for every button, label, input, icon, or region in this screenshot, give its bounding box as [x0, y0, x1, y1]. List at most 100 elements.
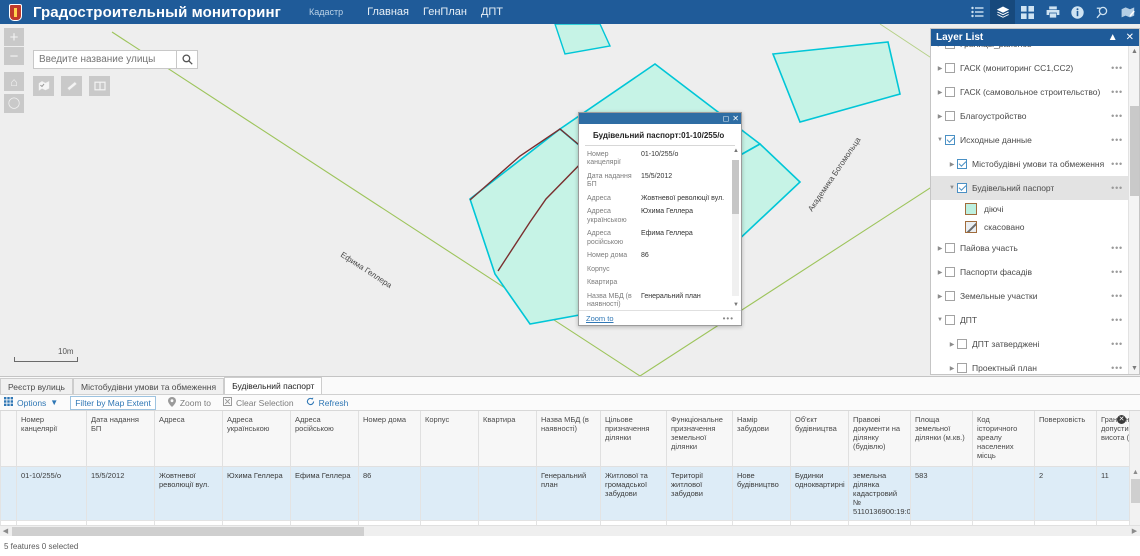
layer-menu-icon[interactable]: ••• — [1111, 183, 1123, 193]
layer-checkbox[interactable] — [945, 291, 955, 301]
chevron-right-icon[interactable]: ▶ — [937, 65, 943, 72]
col-header[interactable]: Намір забудови — [732, 411, 791, 467]
search-input[interactable] — [33, 50, 176, 69]
layer-checkbox[interactable] — [945, 267, 955, 277]
layer-checkbox[interactable] — [945, 135, 955, 145]
close-icon[interactable]: ✕ — [1125, 32, 1134, 43]
close-table-icon[interactable]: ✕ — [1117, 415, 1126, 424]
layer-list-icon[interactable] — [990, 0, 1015, 24]
table-row[interactable]: 01-10/255/о 15/5/2012 Жовтневої революці… — [0, 465, 1140, 521]
chevron-down-icon[interactable]: ▼ — [937, 137, 943, 143]
basemap-gallery-icon[interactable] — [1015, 0, 1040, 24]
layer-menu-icon[interactable]: ••• — [1111, 315, 1123, 325]
popup-scroll-down-icon[interactable]: ▼ — [733, 302, 739, 308]
nav-item-kadastr[interactable]: Кадастр — [309, 7, 344, 17]
layer-row-mistobudivni-umovy[interactable]: ▶ Містобудівні умови та обмеження ••• — [931, 152, 1128, 176]
scroll-down-icon[interactable]: ▼ — [1131, 365, 1138, 372]
attribute-table-icon[interactable] — [965, 0, 990, 24]
cell[interactable]: 01-10/255/о — [16, 465, 87, 521]
cell[interactable]: Житлової та громадської забудови — [600, 465, 667, 521]
cell[interactable]: 583 — [910, 465, 973, 521]
layer-checkbox[interactable] — [957, 363, 967, 373]
search-icon[interactable] — [176, 50, 198, 69]
layer-menu-icon[interactable]: ••• — [1111, 267, 1123, 277]
layer-menu-icon[interactable]: ••• — [1111, 291, 1123, 301]
filter-by-map-extent-button[interactable]: Filter by Map Extent — [70, 395, 156, 410]
col-header[interactable]: Адреса — [154, 411, 223, 467]
layer-menu-icon[interactable]: ••• — [1111, 243, 1123, 253]
layer-menu-icon[interactable]: ••• — [1111, 46, 1123, 49]
search-query-icon[interactable] — [1090, 0, 1115, 24]
layer-row-dpt[interactable]: ▼ ДПТ ••• — [931, 308, 1128, 332]
layer-menu-icon[interactable]: ••• — [1111, 159, 1123, 169]
cell[interactable]: Генеральний план — [536, 465, 601, 521]
layer-checkbox[interactable] — [945, 315, 955, 325]
chevron-right-icon[interactable]: ▶ — [937, 269, 943, 276]
col-header[interactable]: Адреса українською — [222, 411, 291, 467]
layer-menu-icon[interactable]: ••• — [1111, 111, 1123, 121]
col-header[interactable]: Номер дома — [358, 411, 421, 467]
popup-scrollbar[interactable] — [732, 160, 739, 296]
draw-edit-icon[interactable] — [1115, 0, 1140, 24]
col-header[interactable]: Квартира — [478, 411, 537, 467]
layer-checkbox[interactable] — [945, 63, 955, 73]
cell[interactable]: 2 — [1034, 465, 1097, 521]
col-header[interactable]: Площа земельної ділянки (м.кв.) — [910, 411, 973, 467]
table-horizontal-scrollbar[interactable]: ◀ ▶ — [0, 525, 1140, 536]
cell[interactable] — [478, 465, 537, 521]
chevron-right-icon[interactable]: ▶ — [935, 46, 945, 48]
col-header[interactable]: Адреса російською — [290, 411, 359, 467]
popup-scroll-up-icon[interactable]: ▲ — [733, 148, 739, 154]
layer-row-zemelnye-uchastki[interactable]: ▶ Земельные участки ••• — [931, 284, 1128, 308]
measure-distance-icon[interactable] — [61, 76, 82, 96]
layer-menu-icon[interactable]: ••• — [1111, 339, 1123, 349]
feature-popup[interactable]: ◻ ✕ Будівельний паспорт:01-10/255/о Номе… — [578, 112, 742, 326]
cell[interactable]: Нове будівництво — [732, 465, 791, 521]
layer-menu-icon[interactable]: ••• — [1111, 63, 1123, 73]
layer-row-granicy-rajonov[interactable]: ▶ Границы_районов ••• — [931, 46, 1128, 56]
cell[interactable]: Території житлової забудови — [666, 465, 733, 521]
zoom-out-button[interactable]: − — [4, 47, 24, 65]
layer-checkbox[interactable] — [957, 339, 967, 349]
col-header[interactable]: Номер канцелярії — [16, 411, 87, 467]
refresh-button[interactable]: Refresh — [306, 397, 348, 408]
layer-list-scrollbar[interactable]: ▲ ▼ — [1128, 46, 1139, 374]
layer-menu-icon[interactable]: ••• — [1111, 87, 1123, 97]
col-header[interactable]: Корпус — [420, 411, 479, 467]
layer-row-blagoustrojstvo[interactable]: ▶ Благоустройство ••• — [931, 104, 1128, 128]
locate-circle-icon[interactable]: ◯ — [4, 94, 24, 113]
measure-area-icon[interactable] — [33, 76, 54, 96]
popup-more-menu[interactable]: ••• — [722, 313, 734, 323]
chevron-down-icon[interactable]: ▼ — [949, 185, 955, 191]
chevron-right-icon[interactable]: ▶ — [937, 293, 943, 300]
scroll-left-icon[interactable]: ◀ — [2, 528, 9, 535]
layer-checkbox[interactable] — [945, 243, 955, 253]
col-header[interactable]: Цільове призначення ділянки — [600, 411, 667, 467]
clear-selection-button[interactable]: Clear Selection — [223, 397, 294, 408]
layer-row-gask-monitoring[interactable]: ▶ ГАСК (мониторинг СС1,СС2) ••• — [931, 56, 1128, 80]
cell[interactable] — [972, 465, 1035, 521]
layer-row-gask-samovolnoe[interactable]: ▶ ГАСК (самовольное строительство) ••• — [931, 80, 1128, 104]
chevron-down-icon[interactable]: ▼ — [937, 317, 943, 323]
print-icon[interactable] — [1040, 0, 1065, 24]
table-hscroll-thumb[interactable] — [12, 527, 364, 536]
layer-menu-icon[interactable]: ••• — [1111, 363, 1123, 373]
scroll-right-icon[interactable]: ▶ — [1131, 528, 1138, 535]
cell[interactable]: земельна ділянка кадастровий № 511013690… — [848, 465, 911, 521]
tab-budivelnyj-pasport[interactable]: Будівельний паспорт — [224, 377, 323, 394]
layer-checkbox[interactable] — [957, 183, 967, 193]
col-header[interactable]: Функціональне призначення земельної діля… — [666, 411, 733, 467]
layer-menu-icon[interactable]: ••• — [1111, 135, 1123, 145]
chevron-right-icon[interactable]: ▶ — [949, 161, 955, 168]
home-icon[interactable]: ⌂ — [4, 72, 24, 91]
nav-item-dpt[interactable]: ДПТ — [480, 6, 504, 18]
maximize-icon[interactable]: ◻ — [722, 113, 730, 123]
chevron-right-icon[interactable]: ▶ — [949, 341, 955, 348]
layer-checkbox[interactable] — [945, 111, 955, 121]
cell[interactable]: 15/5/2012 — [86, 465, 155, 521]
layer-row-proektnyj-plan[interactable]: ▶ Проектный план ••• — [931, 356, 1128, 374]
scroll-up-icon[interactable]: ▲ — [1131, 48, 1138, 55]
layer-row-ishodnye-dannye[interactable]: ▼ Исходные данные ••• — [931, 128, 1128, 152]
about-info-icon[interactable] — [1065, 0, 1090, 24]
tab-mistobudivni-umovy[interactable]: Містобудівни умови та обмеження — [73, 378, 225, 394]
